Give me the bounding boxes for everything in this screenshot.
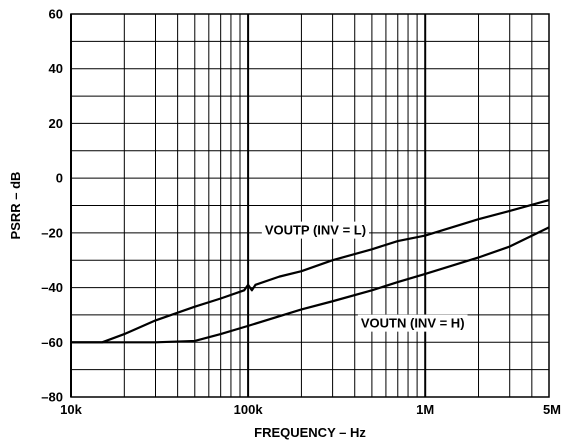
series-label-voutp: VOUTP (INV = L) — [265, 223, 366, 238]
y-tick-label: –20 — [41, 225, 63, 240]
y-tick-label: 20 — [49, 116, 63, 131]
series-line-voutp — [71, 200, 549, 342]
x-tick-label: 100k — [234, 402, 264, 417]
y-tick-label: 60 — [49, 7, 63, 22]
y-tick-label: 0 — [56, 171, 63, 186]
x-tick-label: 10k — [60, 402, 82, 417]
y-axis-title: PSRR – dB — [8, 172, 23, 240]
x-tick-label: 5M — [543, 402, 561, 417]
series-label-voutn: VOUTN (INV = H) — [361, 316, 465, 331]
x-tick-label: 1M — [416, 402, 434, 417]
grid — [71, 14, 549, 397]
x-axis-title: FREQUENCY – Hz — [254, 425, 366, 440]
y-tick-label: –40 — [41, 280, 63, 295]
y-tick-label: –60 — [41, 335, 63, 350]
series-layer — [71, 200, 549, 342]
y-tick-label: 40 — [49, 61, 63, 76]
